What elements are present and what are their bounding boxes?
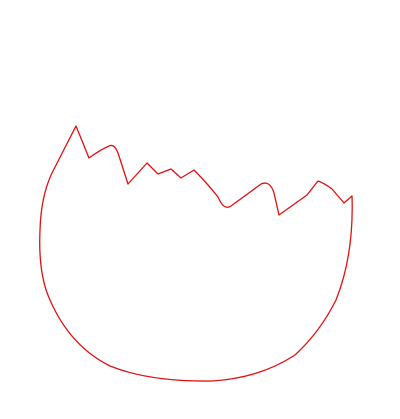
broken-eggshell-outline [39, 125, 353, 382]
